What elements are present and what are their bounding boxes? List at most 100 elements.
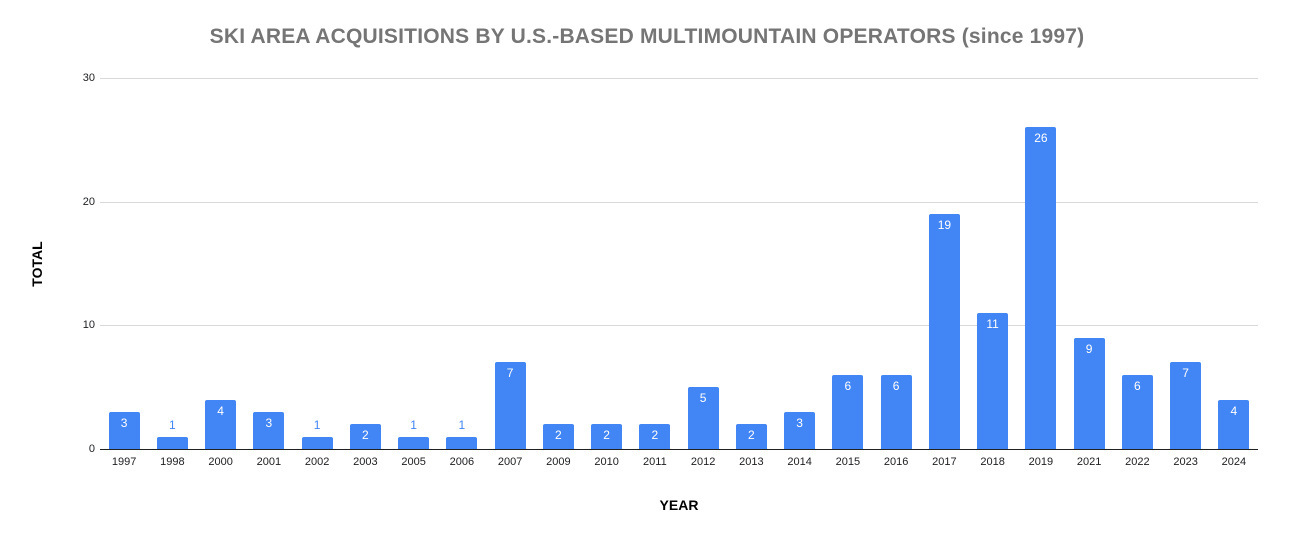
gridline <box>100 78 1258 79</box>
bar-group: 2 2009 <box>534 78 582 468</box>
bar-value-label: 5 <box>699 391 707 406</box>
bar: 2 <box>542 424 574 449</box>
x-tick-label: 2001 <box>256 456 282 468</box>
bar-value-label: 2 <box>748 428 755 443</box>
x-tick-label: 2014 <box>787 456 812 468</box>
x-tick-label: 2011 <box>643 456 667 468</box>
bar-group: 4 2000 <box>197 78 245 468</box>
bar: 4 <box>205 399 237 449</box>
bar-group: 2 2013 <box>727 78 775 468</box>
bar-value-label: 3 <box>265 415 273 430</box>
bar: 3 <box>108 411 140 449</box>
bar-value-label: 2 <box>362 428 369 443</box>
y-tick-label: 30 <box>82 72 95 84</box>
bar: 2 <box>639 424 671 449</box>
bar-group: 7 2007 <box>486 78 534 468</box>
bars-container: 3 1997 1 1998 4 2000 3 2001 1 2002 2 2003 1 2005 1 2006… <box>100 78 1258 468</box>
y-tick-label: 10 <box>82 319 95 332</box>
x-tick-label: 2003 <box>353 456 378 468</box>
bar-value-label: 1 <box>410 417 417 432</box>
y-axis-title: TOTAL <box>29 241 45 287</box>
x-tick-label: 2006 <box>449 456 475 468</box>
bar: 2 <box>591 424 623 449</box>
x-axis-title: YEAR <box>659 497 699 513</box>
bar: 1 <box>446 418 478 449</box>
x-tick-label: 2010 <box>594 456 619 468</box>
bar-group: 19 2017 <box>920 78 968 468</box>
bar-group: 1 1998 <box>148 78 196 468</box>
bar-value-label: 6 <box>1134 378 1141 393</box>
y-tick-label: 20 <box>82 195 95 208</box>
chart-title: SKI AREA ACQUISITIONS BY U.S.-BASED MULT… <box>209 25 1085 48</box>
bar-value-label: 2 <box>651 428 659 443</box>
bar-group: 3 1997 <box>100 78 148 468</box>
bar: 19 <box>928 214 960 449</box>
x-tick-label: 2009 <box>546 456 571 468</box>
bar-value-label: 4 <box>1230 403 1238 418</box>
bar: 7 <box>1170 362 1202 449</box>
bar-value-label: 1 <box>458 417 466 432</box>
plot-area: 3 1997 1 1998 4 2000 3 2001 1 2002 2 2003 1 2005 1 2006… <box>100 78 1258 468</box>
bar-value-label: 3 <box>796 415 803 430</box>
bar-value-label: 6 <box>844 378 852 393</box>
bar-group: 11 2018 <box>969 78 1017 468</box>
bar-group: 3 2001 <box>245 78 293 468</box>
bar: 3 <box>784 411 816 449</box>
x-tick-label: 1998 <box>160 456 185 468</box>
bar-group: 2 2010 <box>583 78 631 468</box>
bar: 1 <box>301 418 333 449</box>
x-tick-label: 2022 <box>1125 456 1150 468</box>
bar-value-label: 7 <box>1182 366 1189 381</box>
bar: 6 <box>1121 374 1153 449</box>
bar: 5 <box>687 387 719 449</box>
bar-group: 2 2003 <box>341 78 389 468</box>
x-tick-label: 2018 <box>980 456 1005 468</box>
bar-group: 5 2012 <box>679 78 727 468</box>
bar-group: 1 2002 <box>293 78 341 468</box>
x-tick-label: 2007 <box>497 456 523 468</box>
bar: 6 <box>880 374 912 449</box>
x-tick-label: 2023 <box>1173 456 1198 468</box>
bar-group: 9 2021 <box>1065 78 1113 468</box>
bar: 3 <box>253 411 285 449</box>
bar-group: 4 2024 <box>1210 78 1258 468</box>
bar-group: 6 2016 <box>872 78 920 468</box>
bar-group: 26 2019 <box>1017 78 1065 468</box>
bar: 4 <box>1218 399 1250 449</box>
x-tick-label: 2013 <box>739 456 764 468</box>
bar-group: 6 2015 <box>824 78 872 468</box>
x-tick-label: 2005 <box>401 456 426 468</box>
bar-group: 1 2005 <box>390 78 438 468</box>
x-tick-label: 2019 <box>1028 456 1054 468</box>
bar: 1 <box>398 418 430 449</box>
bar-value-label: 9 <box>1085 341 1093 356</box>
bar-value-label: 2 <box>555 428 562 443</box>
gridline <box>100 201 1258 203</box>
bar-value-label: 19 <box>937 218 952 233</box>
x-tick-label: 2017 <box>932 456 957 468</box>
bar: 2 <box>735 424 767 449</box>
gridline <box>100 325 1258 327</box>
bar-group: 6 2022 <box>1113 78 1161 468</box>
bar-value-label: 26 <box>1034 131 1048 146</box>
bar: 11 <box>977 312 1009 449</box>
bar-group: 1 2006 <box>438 78 486 468</box>
bar-value-label: 3 <box>120 415 128 430</box>
bar-value-label: 1 <box>169 417 176 432</box>
bar: 2 <box>349 424 381 449</box>
bar: 9 <box>1073 337 1105 449</box>
x-tick-label: 2012 <box>690 456 716 468</box>
x-tick-label: 1997 <box>111 456 137 468</box>
x-tick-label: 2024 <box>1221 456 1247 468</box>
bar-value-label: 6 <box>892 378 900 393</box>
bar-group: 3 2014 <box>776 78 824 468</box>
x-tick-label: 2021 <box>1076 456 1102 468</box>
bar-value-label: 7 <box>506 366 514 381</box>
bar: 1 <box>156 418 188 449</box>
bar-value-label: 1 <box>313 417 321 432</box>
bar: 7 <box>494 362 526 449</box>
bar-group: 2 2011 <box>631 78 679 468</box>
x-tick-label: 2000 <box>208 456 233 468</box>
bar-group: 7 2023 <box>1162 78 1210 468</box>
